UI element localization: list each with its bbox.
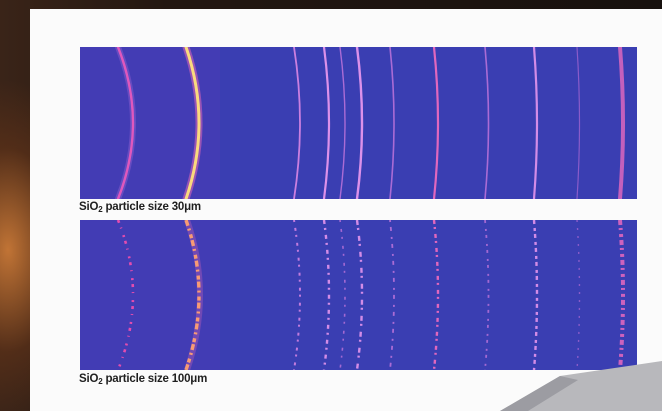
diffraction-rings-100um — [80, 220, 637, 370]
caption-100um-subscript: 2 — [98, 377, 103, 386]
diffraction-image-100um — [80, 220, 637, 370]
diffraction-image-30um — [80, 47, 637, 199]
caption-30um: SiO2 particle size 30μm — [79, 201, 201, 214]
caption-100um-prefix: SiO — [79, 373, 99, 385]
caption-30um-prefix: SiO — [79, 201, 99, 213]
caption-30um-suffix: particle size 30μm — [102, 201, 201, 213]
caption-100um-suffix: particle size 100μm — [102, 373, 208, 385]
diffraction-rings-30um — [80, 47, 637, 199]
caption-100um: SiO2 particle size 100μm — [79, 373, 208, 386]
caption-30um-subscript: 2 — [98, 205, 103, 214]
